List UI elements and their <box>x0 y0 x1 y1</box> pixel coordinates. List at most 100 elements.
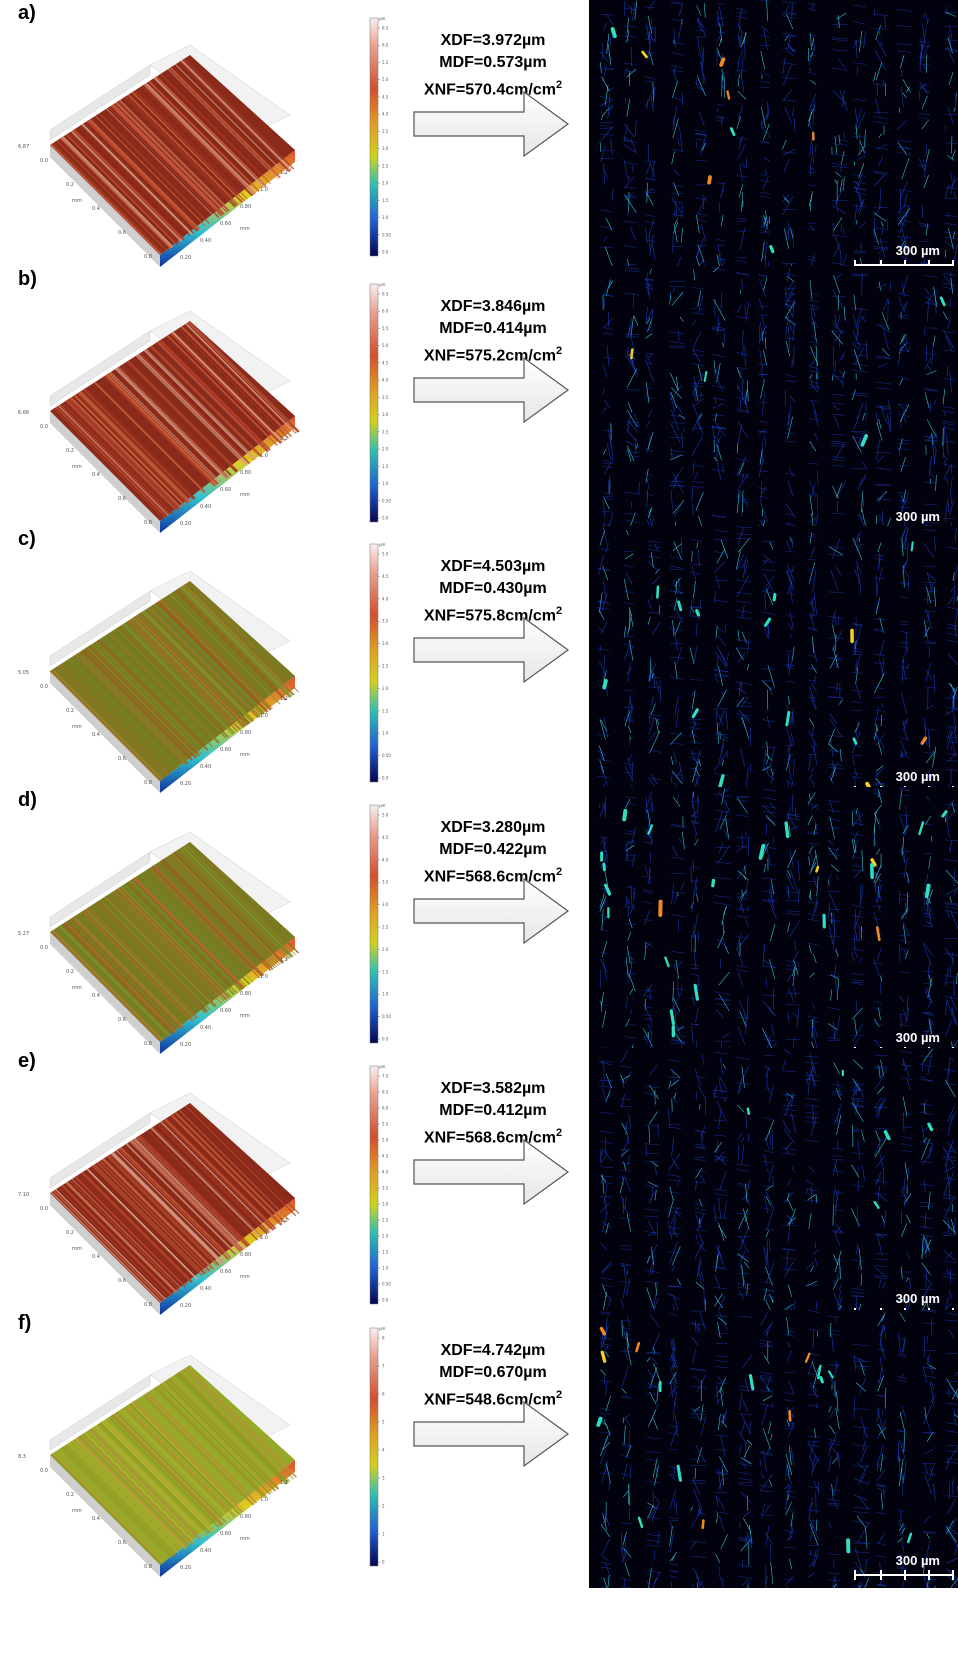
colorbar-tick: 1.0 <box>382 215 389 220</box>
colorbar-tick: 4.0 <box>382 1170 389 1175</box>
mdf-value: MDF=0.430µm <box>439 580 547 597</box>
colorbar-tick: 3.5 <box>382 129 389 134</box>
y-tick: 0.8 <box>144 780 152 786</box>
colorbar-tick: 2.0 <box>382 947 389 952</box>
mdf-value: MDF=0.412µm <box>439 1102 547 1119</box>
colorbar-tick: 0 <box>382 1560 385 1565</box>
panel-label: c) <box>18 528 36 550</box>
panel-d: d) 5.27 0.0 0.2 0.4 0.6 0.8 mm 0.0 0.20 0.40 0.60 0.… <box>0 787 958 1065</box>
mdf-value: MDF=0.422µm <box>439 841 547 858</box>
segmentation-micrograph: 300 µm <box>589 1048 958 1326</box>
colorbar-tick: 3.0 <box>382 146 389 151</box>
scale-bar-label: 300 µm <box>895 769 940 784</box>
x-tick: 1.0 <box>260 713 268 719</box>
segmentation-micrograph: 300 µm <box>589 0 958 278</box>
colorbar-tick: 0.0 <box>382 1037 389 1042</box>
colorbar-tick: 7.0 <box>382 1074 389 1079</box>
metrics-block: XDF=3.972µm MDF=0.573µm XNF=570.4cm/cm2 <box>408 30 578 101</box>
panel-label: a) <box>18 2 36 24</box>
z-max-label: 5.27 <box>18 931 29 937</box>
colorbar-tick: 4.5 <box>382 94 389 99</box>
segmentation-micrograph: 300 µm <box>589 526 958 804</box>
mdf-value: MDF=0.414µm <box>439 320 547 337</box>
colorbar-tick: 5.0 <box>382 1138 389 1143</box>
colorbar-unit: µm <box>379 1326 386 1331</box>
y-tick: 0.6 <box>118 756 126 762</box>
y-tick: 0.4 <box>92 732 100 738</box>
y-tick: 0.6 <box>118 1540 126 1546</box>
xdf-value: XDF=4.503µm <box>440 558 546 575</box>
colorbar-tick: 1.5 <box>382 464 389 469</box>
colorbar-tick: 3.5 <box>382 1186 389 1191</box>
colorbar-tick: 3.0 <box>382 641 389 646</box>
x-tick: 0.60 <box>220 221 231 227</box>
x-tick: 0.40 <box>200 764 211 770</box>
surface-3d-plot: 7.100.00.20.40.60.8mm0.00.200.400.600.80… <box>18 1092 300 1315</box>
micrograph-image <box>589 1048 958 1326</box>
xdf-value: XDF=3.582µm <box>440 1080 546 1097</box>
colorbar-unit: µm <box>379 16 386 21</box>
xdf-value: XDF=4.742µm <box>440 1342 546 1359</box>
micrograph-image <box>589 266 958 544</box>
colorbar-tick: 4.0 <box>382 112 389 117</box>
x-tick: 0.40 <box>200 1548 211 1554</box>
panel-a: a) 6.87 0.0 0.2 0.4 0.6 0.8 mm 0.0 0.20 0.40 0.60 0.… <box>0 0 958 278</box>
colorbar: µm 7.0 6.5 6.0 5.5 5.0 4.5 4.0 3.5 3.0 2.5 2.0 1.5 1.… <box>369 1064 391 1305</box>
colorbar-tick: 5.0 <box>382 343 389 348</box>
colorbar-tick: 0.0 <box>382 776 389 781</box>
x-tick: 0.20 <box>180 1565 191 1571</box>
x-tick: 1.2 <box>280 1480 288 1486</box>
x-axis-unit: mm <box>240 226 250 232</box>
colorbar-tick: 4.5 <box>382 835 389 840</box>
scale-bar-tick <box>928 1570 930 1580</box>
colorbar-unit: µm <box>379 282 386 287</box>
colorbar-tick: 4.5 <box>382 360 389 365</box>
colorbar-tick: 6.5 <box>382 292 389 297</box>
x-axis-unit: mm <box>240 1274 250 1280</box>
x-tick: 0.60 <box>220 1008 231 1014</box>
colorbar-unit: µm <box>379 542 386 547</box>
segmentation-micrograph: 300 µm <box>589 787 958 1065</box>
y-tick: 0.4 <box>92 993 100 999</box>
x-tick: 0.80 <box>240 730 251 736</box>
colorbar: µm 6.5 6.0 5.5 5.0 4.5 4.0 3.5 3.0 2.5 2.0 1.5 1.0 0.… <box>369 16 391 257</box>
surface-3d-plot: 6.870.00.20.40.60.8mm0.00.200.400.600.80… <box>18 44 295 267</box>
right-arrow-icon <box>413 616 570 684</box>
colorbar-tick: 1.5 <box>382 1250 389 1255</box>
y-tick: 0.2 <box>66 1230 74 1236</box>
scale-bar-tick <box>854 260 856 270</box>
colorbar-tick: 0.50 <box>382 498 391 503</box>
panel-b: b) 6.66 0.0 0.2 0.4 0.6 0.8 mm 0.0 0.20 0.40 0.60 0.… <box>0 266 958 544</box>
surface-3d-plot: 8.30.00.20.40.60.8mm0.00.200.400.600.801… <box>18 1354 298 1577</box>
micrograph-image <box>589 526 958 804</box>
colorbar-tick: 3.0 <box>382 902 389 907</box>
colorbar-tick: 5.5 <box>382 1122 389 1127</box>
x-tick: 0.60 <box>220 747 231 753</box>
colorbar-tick: 6.5 <box>382 26 389 31</box>
colorbar-tick: 6.5 <box>382 1090 389 1095</box>
colorbar-tick: 1.5 <box>382 708 389 713</box>
x-tick: 0.20 <box>180 1303 191 1309</box>
colorbar-tick: 3.5 <box>382 880 389 885</box>
colorbar-tick: 0.50 <box>382 232 391 237</box>
y-tick: 0.0 <box>40 684 48 690</box>
xnf-value: XNF=568.6cm/cm2 <box>423 866 563 886</box>
x-tick: 0.80 <box>240 204 251 210</box>
panel-label: d) <box>18 789 37 811</box>
colorbar-tick: 0.50 <box>382 1014 391 1019</box>
colorbar-tick: 2.5 <box>382 1218 389 1223</box>
xnf-value: XNF=575.8cm/cm2 <box>423 605 563 625</box>
y-tick: 0.6 <box>118 230 126 236</box>
colorbar-tick: 2.5 <box>382 664 389 669</box>
colorbar-tick: 0.0 <box>382 1298 389 1303</box>
x-tick: 1.2 <box>280 436 288 442</box>
x-tick: 0.40 <box>200 238 211 244</box>
x-tick: 0.80 <box>240 1252 251 1258</box>
xnf-value: XNF=575.2cm/cm2 <box>423 345 563 365</box>
scale-bar-tick <box>904 260 906 270</box>
surface-3d-plot: 5.270.00.20.40.60.8mm0.00.200.400.600.80… <box>18 831 300 1054</box>
y-tick: 0.8 <box>144 520 152 526</box>
scale-bar-tick <box>904 1570 906 1580</box>
panel-f: f)8.30.00.20.40.60.8mm0.00.200.400.600.8… <box>0 1310 958 1588</box>
y-tick: 0.8 <box>144 1302 152 1308</box>
